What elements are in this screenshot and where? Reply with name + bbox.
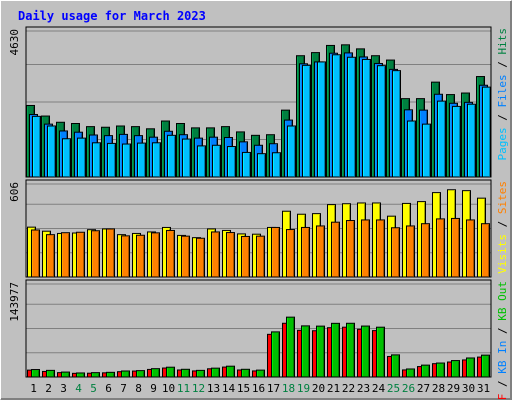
y-max-label: 606 [8,182,21,202]
side-legend-word: Pages [496,127,509,160]
side-legend-word: / [496,61,509,74]
panel-3: 143977 KB F / KB In / KB Out [8,279,509,400]
x-tick-label: 26 [402,382,415,395]
side-legend-word: Visits [496,234,509,274]
x-tick-label: 4 [75,382,82,395]
x-tick-label: 29 [447,382,460,395]
side-legend-word: Out [496,281,509,308]
x-tick-label: 21 [327,382,340,395]
x-tick-label: 14 [222,382,236,395]
side-legend-label: Pages / Files / Hits [496,28,509,161]
side-legend-word: In [496,341,509,361]
x-tick-label: 3 [60,382,67,395]
x-tick-label: 12 [192,382,205,395]
y-max-label: 143977 [8,282,21,322]
plot-frame [25,279,492,378]
side-legend-label: Visits / Sites [496,181,509,274]
x-tick-label: 15 [237,382,250,395]
x-tick-label: 19 [297,382,310,395]
panel-1: 4630 Pages / Files / Hits [8,26,509,178]
x-tick-label: 17 [267,382,280,395]
series-pages [32,54,491,178]
x-tick-label: 24 [372,382,386,395]
plot-frame [25,26,492,178]
x-tick-label: 22 [342,382,355,395]
x-tick-label: 9 [150,382,157,395]
x-tick-label: 23 [357,382,370,395]
x-tick-label: 20 [312,382,325,395]
panel-2: 606 Visits / Sites [8,179,509,278]
x-tick-label: 25 [387,382,400,395]
side-legend-word: F [496,394,509,400]
x-tick-label: 31 [477,382,490,395]
x-tick-label: 30 [462,382,475,395]
side-legend-word: / [496,221,509,234]
x-tick-label: 10 [162,382,175,395]
side-legend-word: Hits [496,28,509,61]
x-tick-label: 8 [135,382,142,395]
x-tick-label: 18 [282,382,295,395]
x-tick-label: 2 [45,382,52,395]
x-tick-label: 11 [177,382,190,395]
side-legend-word: Files [496,74,509,114]
series-kb-in [31,316,490,378]
x-tick-label: 1 [30,382,37,395]
y-max-label: 4630 [8,29,21,56]
side-legend-word: KB [496,360,509,380]
side-legend-word: / [496,380,509,393]
plot-frame [25,179,492,278]
x-tick-label: 16 [252,382,265,395]
side-legend-word: Sites [496,181,509,221]
x-tick-label: 13 [207,382,220,395]
side-legend-word: KB [496,307,509,327]
x-tick-label: 7 [120,382,127,395]
x-axis-labels: 1 2 3 4 5 6 7 8 9 10 11 12 13 14 15 16 17 18 19 20 21 22 23 24 2… [30,382,490,395]
x-tick-label: 27 [417,382,430,395]
side-legend-word: / [496,114,509,127]
x-tick-label: 28 [432,382,445,395]
x-tick-label: 6 [105,382,112,395]
side-legend-word: / [496,327,509,340]
chart-title: Daily usage for March 2023 [18,9,206,23]
side-legend-label: KB F / KB In / KB Out [496,281,509,400]
x-tick-label: 5 [90,382,97,395]
